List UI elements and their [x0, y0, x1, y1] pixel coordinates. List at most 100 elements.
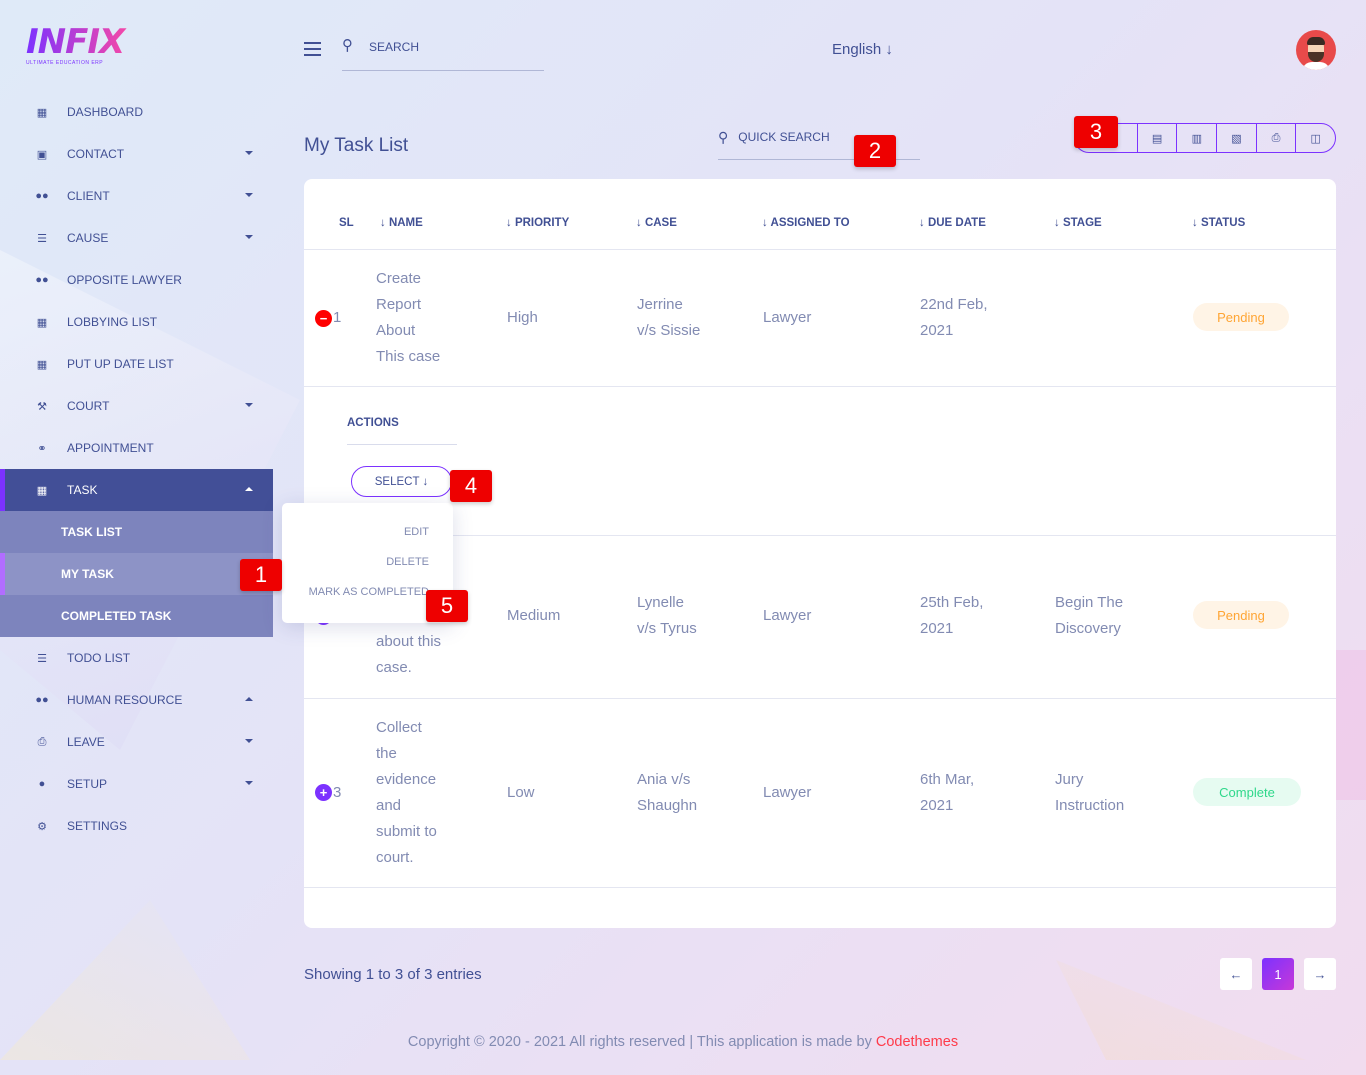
sidebar-subitem-my-task[interactable]: MY TASK [0, 553, 273, 595]
grid-icon: ▦ [36, 106, 48, 119]
sidebar-item-label: TASK [67, 483, 98, 497]
sidebar-item-label: APPOINTMENT [67, 441, 154, 455]
footer-brand-link[interactable]: Codethemes [875, 1034, 959, 1050]
expand-row-icon[interactable]: + [315, 784, 332, 801]
header-priority[interactable]: ↓ PRIORITY [506, 217, 570, 229]
list-icon: ☰ [37, 232, 47, 245]
sidebar-item-label: OPPOSITE LAWYER [67, 273, 182, 287]
sidebar-item-label: MY TASK [61, 567, 114, 581]
sidebar-item-contact[interactable]: ▣ CONTACT [0, 133, 273, 175]
collapse-row-icon[interactable]: − [315, 310, 332, 327]
annotation-marker: 3 [1074, 116, 1118, 148]
sidebar-item-client[interactable]: ●● CLIENT [0, 175, 273, 217]
page-1-button[interactable]: 1 [1262, 958, 1294, 990]
caret-up-icon [245, 487, 253, 491]
sidebar-item-opposite-lawyer[interactable]: ●● OPPOSITE LAWYER [0, 259, 273, 301]
caret-down-icon [245, 193, 253, 197]
sidebar-item-label: CONTACT [67, 147, 125, 161]
caret-down-icon [245, 235, 253, 239]
sidebar-item-human-resource[interactable]: ●● HUMAN RESOURCE [0, 679, 273, 721]
grid-icon: ▦ [36, 484, 48, 497]
excel-file-icon: ▤ [1151, 132, 1163, 145]
sidebar-item-label: TODO LIST [67, 651, 131, 665]
select-actions-button[interactable]: SELECT ↓ [351, 466, 452, 497]
header-assigned-to[interactable]: ↓ ASSIGNED TO [762, 217, 850, 229]
caret-down-icon [245, 151, 253, 155]
sidebar-item-put-up-date-list[interactable]: ▦ PUT UP DATE LIST [0, 343, 273, 385]
logo-text: INFIX [26, 25, 136, 59]
app-logo[interactable]: INFIX ULTIMATE EDUCATION ERP [26, 25, 136, 70]
cell-sl: 1 [333, 309, 342, 326]
gear-icon: ⚙ [37, 820, 47, 833]
sidebar-subitem-completed-task[interactable]: COMPLETED TASK [0, 595, 273, 637]
quick-search-bar: ⚲ [718, 128, 920, 160]
cell-assigned-to: Lawyer [763, 607, 812, 624]
actions-label: ACTIONS [347, 417, 399, 429]
sidebar-item-lobbying-list[interactable]: ▦ LOBBYING LIST [0, 301, 273, 343]
quick-search-input[interactable] [738, 128, 859, 146]
users-icon: ●● [35, 274, 49, 286]
search-input[interactable] [369, 36, 519, 58]
pdf-button[interactable]: ▧ [1217, 124, 1257, 152]
logo-subtitle: ULTIMATE EDUCATION ERP [26, 60, 104, 66]
sidebar-item-setup[interactable]: ● SETUP [0, 763, 273, 805]
sidebar-item-task[interactable]: ▦ TASK [0, 469, 273, 511]
cell-priority: High [507, 309, 538, 326]
status-badge: Complete [1193, 778, 1301, 806]
handshake-icon: ⚭ [37, 442, 47, 455]
table-row: + 3 Collect the evidence and submit to c… [304, 699, 1336, 888]
background-decoration [1336, 650, 1366, 800]
sidebar-item-dashboard[interactable]: ▦ DASHBOARD [0, 91, 273, 133]
row-details [304, 387, 1336, 536]
delete-menu-item[interactable]: DELETE [386, 556, 429, 568]
columns-icon: ◫ [1310, 132, 1321, 145]
header-sl[interactable]: SL [339, 217, 354, 229]
sidebar-item-appointment[interactable]: ⚭ APPOINTMENT [0, 427, 273, 469]
cell-due-date: 6th Mar, 2021 [920, 771, 975, 814]
list-icon: ☰ [37, 652, 47, 665]
excel-button[interactable]: ▤ [1138, 124, 1178, 152]
edit-menu-item[interactable]: EDIT [403, 526, 429, 538]
annotation-marker: 2 [854, 135, 896, 167]
gavel-icon: ⚒ [37, 400, 47, 413]
annotation-marker: 1 [240, 559, 282, 591]
user-icon: ● [38, 778, 46, 790]
sidebar-item-label: CLIENT [67, 189, 110, 203]
sidebar-item-court[interactable]: ⚒ COURT [0, 385, 273, 427]
sidebar-item-label: SETUP [67, 777, 108, 791]
header-due-date[interactable]: ↓ DUE DATE [919, 217, 986, 229]
sidebar-item-cause[interactable]: ☰ CAUSE [0, 217, 273, 259]
print-button[interactable]: ⎙ [1257, 124, 1297, 152]
sidebar-item-label: PUT UP DATE LIST [67, 357, 174, 371]
language-selector[interactable]: English ↓ [832, 41, 893, 58]
entries-info: Showing 1 to 3 of 3 entries [304, 966, 482, 983]
header-status[interactable]: ↓ STATUS [1192, 217, 1246, 229]
table-row: + about this case. Medium Lynelle v/s Ty… [304, 536, 1336, 699]
csv-file-icon: ▥ [1191, 132, 1202, 145]
header-stage[interactable]: ↓ STAGE [1054, 217, 1102, 229]
table-header: SL ↓ NAME ↓ PRIORITY ↓ CASE ↓ ASSIGNED T… [304, 179, 1336, 250]
cell-name: Collect the evidence and submit to court… [376, 719, 437, 866]
sidebar-item-settings[interactable]: ⚙ SETTINGS [0, 805, 273, 847]
cell-assigned-to: Lawyer [763, 309, 812, 326]
pdf-file-icon: ▧ [1231, 132, 1242, 145]
sidebar-subitem-task-list[interactable]: TASK LIST [0, 511, 273, 553]
cell-due-date: 25th Feb, 2021 [920, 594, 984, 637]
csv-button[interactable]: ▥ [1177, 124, 1218, 152]
columns-button[interactable]: ◫ [1296, 124, 1335, 152]
sidebar-item-label: LOBBYING LIST [67, 315, 158, 329]
hamburger-menu-icon[interactable] [304, 42, 321, 56]
header-case[interactable]: ↓ CASE [636, 217, 677, 229]
mark-as-completed-menu-item[interactable]: MARK AS COMPLETED [308, 586, 429, 598]
avatar[interactable] [1296, 30, 1336, 70]
task-table: SL ↓ NAME ↓ PRIORITY ↓ CASE ↓ ASSIGNED T… [304, 179, 1336, 928]
header-name[interactable]: ↓ NAME [380, 217, 423, 229]
prev-page-button[interactable]: ← [1220, 958, 1252, 990]
sidebar-item-label: DASHBOARD [67, 105, 144, 119]
sidebar-item-todo-list[interactable]: ☰ TODO LIST [0, 637, 273, 679]
annotation-marker: 4 [450, 470, 492, 502]
next-page-button[interactable]: → [1304, 958, 1336, 990]
sidebar-item-leave[interactable]: ⎙ LEAVE [0, 721, 273, 763]
cell-priority: Medium [507, 607, 561, 624]
contact-book-icon: ▣ [36, 148, 48, 161]
